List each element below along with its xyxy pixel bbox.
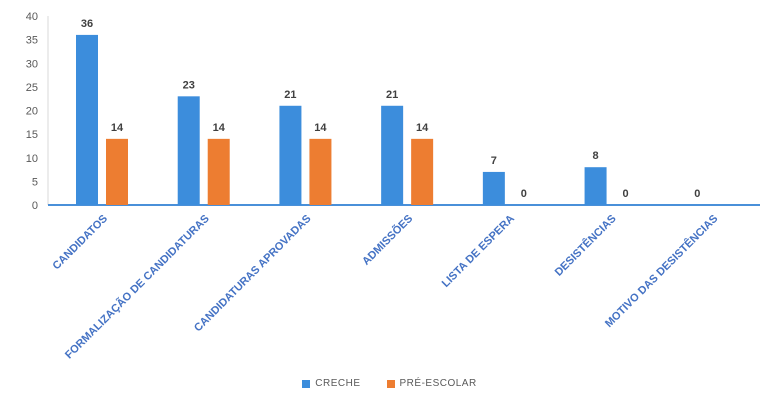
bar-pre-escolar bbox=[309, 138, 332, 205]
bar-creche bbox=[482, 171, 505, 205]
category-label: CANDIDATURAS APROVADAS bbox=[192, 213, 314, 335]
data-label: 8 bbox=[593, 150, 599, 162]
data-label: 21 bbox=[386, 89, 398, 101]
legend: CRECHE PRÉ-ESCOLAR bbox=[0, 378, 779, 389]
bar-creche bbox=[177, 96, 200, 205]
category-label: MOTIVO DAS DESISTÊNCIAS bbox=[602, 212, 720, 330]
bar-creche bbox=[76, 34, 98, 206]
bar-creche bbox=[279, 105, 302, 205]
bar-pre-escolar bbox=[411, 138, 434, 205]
data-label: 21 bbox=[284, 89, 296, 101]
y-tick-label: 15 bbox=[26, 129, 38, 141]
category-label: ADMISSÕES bbox=[359, 212, 415, 268]
data-label: 14 bbox=[213, 122, 226, 134]
y-tick-labels: 0 5 10 15 20 25 30 35 40 bbox=[26, 11, 38, 212]
y-tick-label: 20 bbox=[26, 106, 38, 118]
data-label: 0 bbox=[623, 188, 629, 200]
data-label: 0 bbox=[521, 188, 527, 200]
y-tick-label: 5 bbox=[32, 176, 38, 188]
category-label: DESISTÊNCIAS bbox=[552, 212, 619, 279]
y-tick-label: 25 bbox=[26, 82, 38, 94]
y-tick-label: 0 bbox=[32, 200, 38, 212]
category-label: CANDIDATOS bbox=[50, 213, 110, 273]
y-tick-label: 10 bbox=[26, 153, 38, 165]
data-labels-group: 36 14 23 14 21 14 21 14 7 0 8 0 0 bbox=[81, 18, 700, 200]
legend-item-creche: CRECHE bbox=[302, 378, 360, 389]
data-label: 0 bbox=[694, 188, 700, 200]
legend-item-pre-escolar: PRÉ-ESCOLAR bbox=[386, 378, 477, 389]
data-label: 14 bbox=[111, 122, 124, 134]
legend-swatch-pre-escolar bbox=[386, 379, 395, 388]
y-tick-label: 40 bbox=[26, 11, 38, 23]
data-label: 36 bbox=[81, 18, 93, 30]
data-label: 7 bbox=[491, 155, 497, 167]
bar-creche bbox=[381, 105, 404, 205]
bar-pre-escolar bbox=[106, 138, 128, 205]
legend-swatch-creche bbox=[302, 379, 311, 388]
bar-pre-escolar bbox=[207, 138, 230, 205]
data-label: 14 bbox=[314, 122, 327, 134]
category-label: LISTA DE ESPERA bbox=[440, 213, 517, 290]
y-tick-label: 30 bbox=[26, 58, 38, 70]
legend-label-creche: CRECHE bbox=[315, 378, 361, 389]
bar-creche bbox=[584, 167, 607, 205]
data-label: 23 bbox=[183, 79, 195, 91]
data-label: 14 bbox=[416, 122, 429, 134]
bars-group bbox=[76, 34, 607, 206]
y-tick-label: 35 bbox=[26, 35, 38, 47]
legend-label-pre-escolar: PRÉ-ESCOLAR bbox=[399, 378, 477, 389]
